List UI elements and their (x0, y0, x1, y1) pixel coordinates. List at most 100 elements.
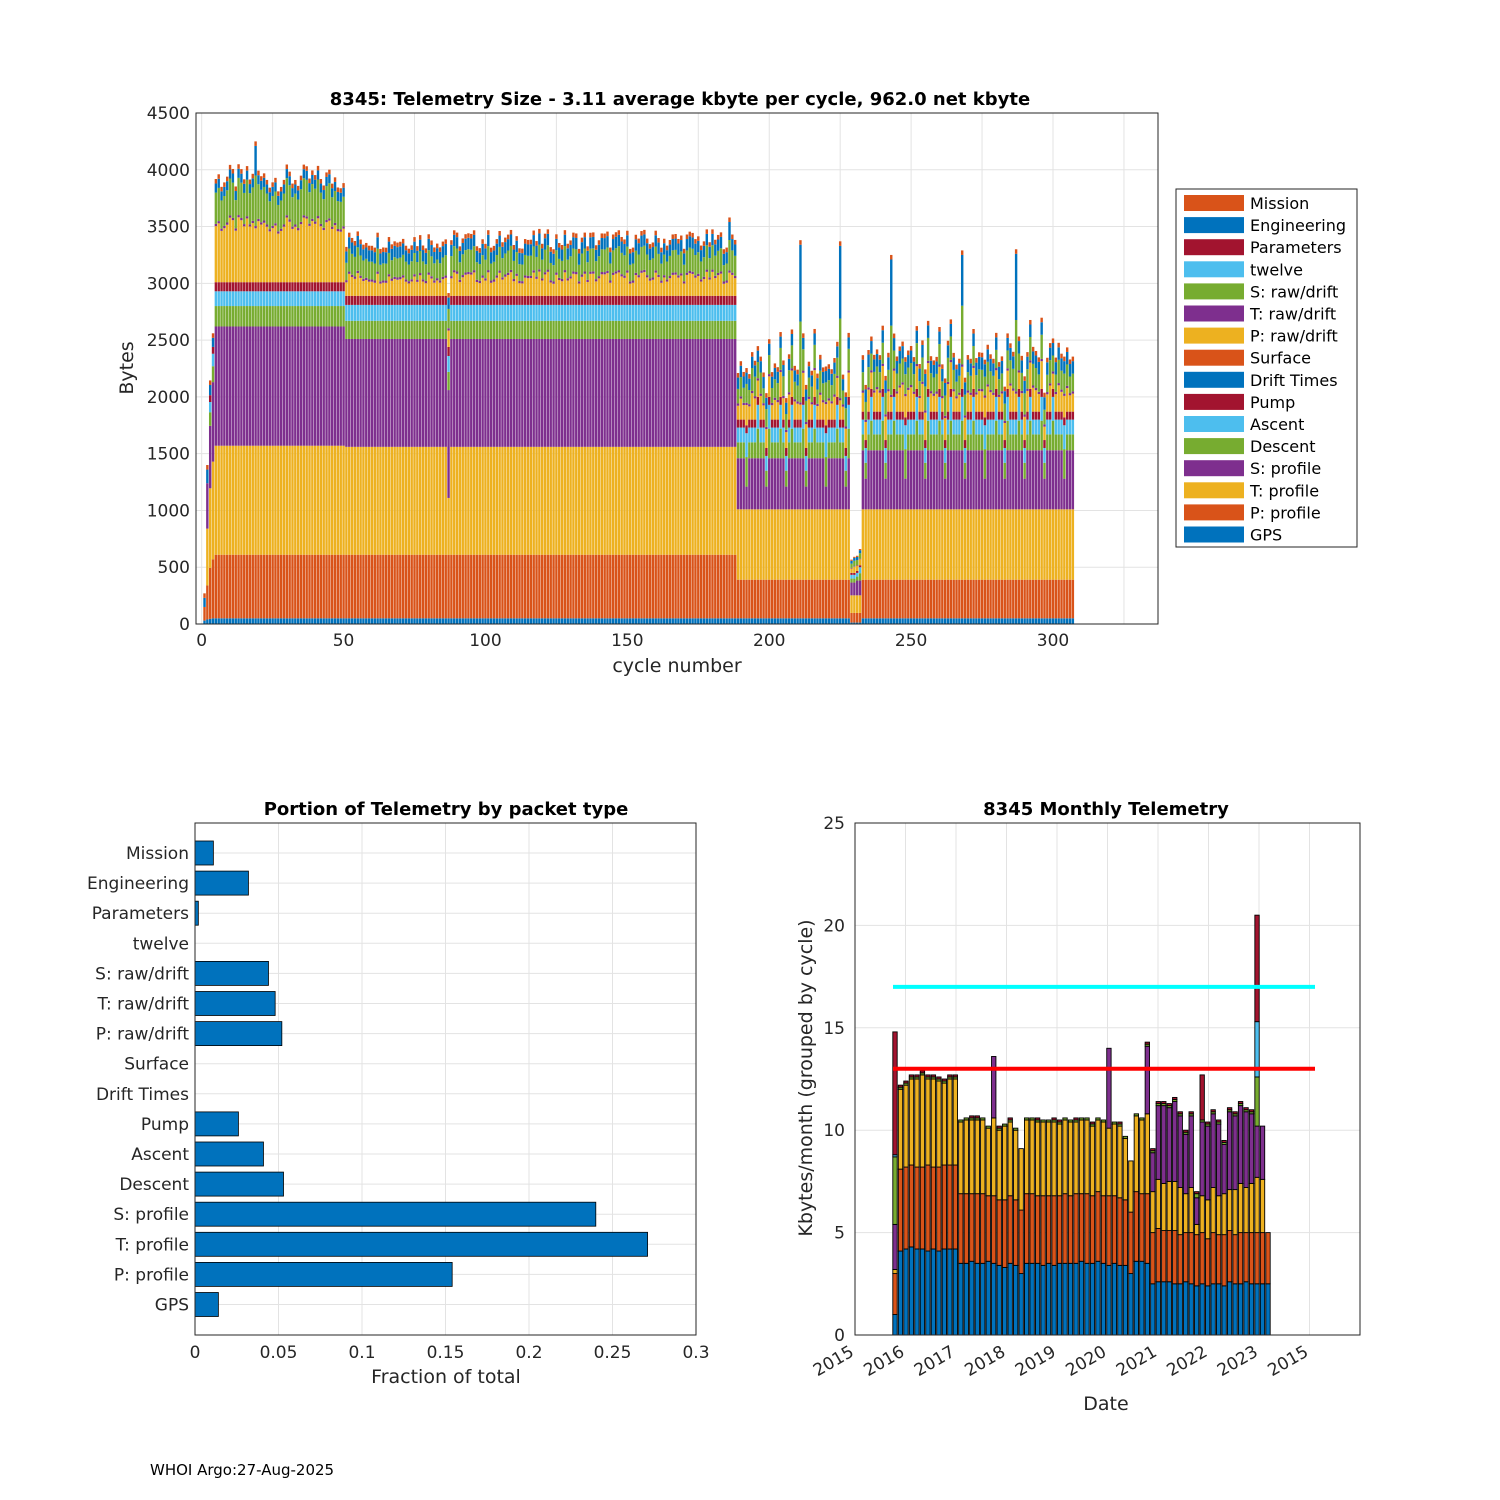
cycle-bar-segment (1043, 409, 1046, 425)
cycle-bar-segment (963, 417, 967, 441)
cycle-bar-segment (796, 427, 799, 443)
cycle-bar-segment (620, 236, 623, 242)
cycle-bar-segment (475, 250, 479, 263)
cycle-bar-segment (912, 434, 916, 451)
cycle-bar-segment (251, 187, 254, 221)
cycle-bar-segment (543, 446, 547, 555)
cycle-bar-segment (413, 304, 416, 321)
cycle-bar-segment (214, 618, 218, 624)
cycle-bar-segment (560, 618, 564, 624)
cycle-bar-segment (458, 304, 462, 321)
cycle-bar-segment (620, 274, 623, 277)
cycle-bar-segment (972, 346, 975, 366)
cycle-bar-segment (611, 274, 615, 296)
cycle-bar-segment (873, 392, 876, 412)
cycle-bar-segment (521, 295, 524, 305)
br-month-bar-segment (1106, 1195, 1112, 1266)
cycle-bar-segment (1048, 579, 1052, 619)
br-month-bar-segment (1194, 1223, 1200, 1236)
cycle-bar-segment (367, 446, 371, 555)
cycle-bar-segment (946, 381, 950, 385)
cycle-bar-segment (711, 304, 714, 321)
cycle-bar-segment (481, 338, 484, 447)
cycle-bar-segment (453, 272, 456, 296)
cycle-bar-segment (416, 262, 419, 280)
cycle-bar-segment (1020, 579, 1023, 619)
cycle-bar-segment (841, 374, 845, 380)
cycle-bar-segment (271, 195, 274, 226)
br-month-bar-segment (1111, 1121, 1118, 1125)
cycle-bar-segment (484, 243, 487, 249)
cycle-bar-segment (248, 618, 252, 624)
cycle-bar-segment (742, 442, 745, 459)
cycle-bar-segment (333, 306, 337, 327)
cycle-bar-segment (450, 278, 453, 296)
cycle-bar-segment (645, 277, 649, 296)
cycle-bar-segment (1037, 419, 1041, 435)
cycle-bar-segment (1014, 393, 1018, 412)
cycle-bar-segment (907, 450, 910, 510)
top-plot-area (196, 113, 1158, 624)
cycle-bar-segment (892, 579, 896, 619)
cycle-bar-segment (623, 320, 626, 339)
cycle-bar-segment (475, 618, 479, 624)
br-month-bar-segment (1161, 1101, 1167, 1105)
cycle-bar-segment (572, 338, 575, 447)
cycle-bar-segment (342, 196, 345, 227)
cycle-bar-segment (228, 618, 232, 624)
cycle-bar-segment (884, 440, 887, 448)
cycle-bar-segment (220, 200, 223, 229)
cycle-bar-segment (855, 622, 859, 624)
cycle-bar-segment (382, 338, 385, 447)
cycle-bar-segment (762, 427, 765, 443)
cycle-bar-segment (433, 251, 436, 264)
cycle-bar-segment (262, 326, 266, 446)
cycle-bar-segment (566, 304, 569, 321)
cycle-bar-segment (620, 295, 623, 305)
cycle-bar-segment (305, 618, 308, 624)
cycle-bar-segment (892, 338, 896, 351)
cycle-bar-segment (1023, 440, 1026, 448)
cycle-bar-segment (356, 273, 359, 296)
cycle-bar-segment (308, 445, 311, 555)
cycle-bar-segment (265, 282, 269, 292)
cycle-bar-segment (501, 304, 504, 321)
cycle-bar-segment (924, 373, 927, 387)
cycle-bar-segment (546, 245, 550, 270)
cycle-bar-segment (291, 554, 294, 619)
cycle-bar-segment (819, 392, 822, 395)
cycle-bar-segment (980, 509, 984, 580)
cycle-bar-segment (674, 272, 677, 275)
br-month-bar-segment (1117, 1121, 1123, 1125)
cycle-bar-segment (580, 253, 584, 275)
cycle-bar-segment (470, 338, 473, 447)
cycle-bar-segment (577, 264, 581, 282)
cycle-bar-segment (890, 411, 893, 420)
cycle-bar-segment (634, 320, 638, 339)
cycle-bar-segment (586, 246, 589, 251)
cycle-bar-segment (1009, 618, 1012, 624)
cycle-bar-segment (853, 572, 856, 575)
cycle-bar-segment (634, 338, 638, 447)
cycle-bar-segment (458, 554, 462, 619)
cycle-bar-segment (892, 509, 896, 580)
cycle-bar-segment (532, 235, 535, 247)
cycle-bar-segment (521, 281, 524, 284)
cycle-bar-segment (387, 241, 391, 253)
cycle-bar-segment (847, 370, 850, 373)
cycle-bar-segment (884, 618, 887, 624)
cycle-bar-segment (643, 304, 646, 321)
cycle-bar-segment (969, 363, 972, 376)
cycle-bar-segment (975, 419, 978, 435)
cycle-bar-segment (234, 282, 237, 292)
cycle-bar-segment (952, 389, 955, 392)
cycle-bar-segment (410, 279, 413, 282)
cycle-bar-segment (881, 330, 884, 343)
cycle-bar-segment (208, 567, 212, 619)
cycle-bar-segment (804, 400, 808, 422)
cycle-bar-segment (484, 259, 487, 279)
cycle-bar-segment (365, 304, 368, 321)
cycle-bar-segment (626, 230, 629, 236)
br-month-bar-segment (1095, 1260, 1101, 1336)
cycle-bar-segment (1026, 352, 1029, 357)
